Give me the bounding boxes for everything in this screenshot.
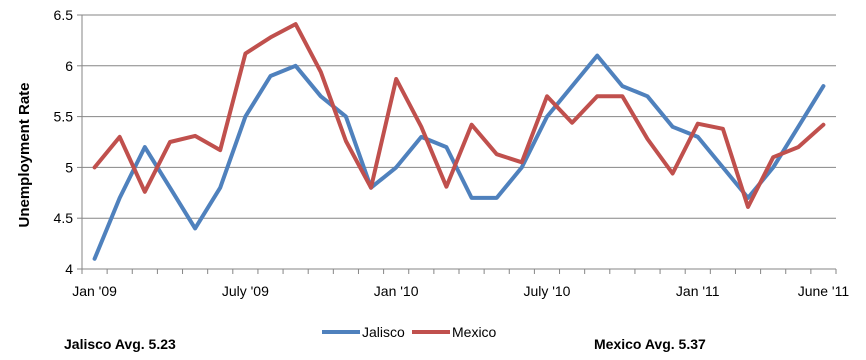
y-tick-label-0: 4 xyxy=(65,261,73,277)
mexico-average-annotation: Mexico Avg. 5.37 xyxy=(594,336,706,352)
jalisco-average-annotation: Jalisco Avg. 5.23 xyxy=(64,336,176,352)
x-tick-label-0: Jan '09 xyxy=(72,283,117,299)
y-axis-label: Unemployment Rate xyxy=(16,82,33,227)
legend-label-jalisco: Jalisco xyxy=(362,324,405,340)
x-tick-label-5: June '11 xyxy=(798,283,850,299)
y-tick-label-4: 6 xyxy=(65,58,73,74)
gridlines xyxy=(77,14,837,274)
y-tick-label-5: 6.5 xyxy=(54,7,74,23)
series-lines xyxy=(92,22,826,261)
x-tick-label-2: Jan '10 xyxy=(374,283,419,299)
y-tick-label-2: 5 xyxy=(65,159,73,175)
x-tick-label-1: July '09 xyxy=(222,283,269,299)
y-tick-label-3: 5.5 xyxy=(54,109,74,125)
series-line-jalisco xyxy=(92,53,826,261)
x-tick-label-3: July '10 xyxy=(523,283,570,299)
legend: Jalisco Mexico xyxy=(322,324,497,340)
series-line-mexico xyxy=(92,22,826,209)
y-tick-label-1: 4.5 xyxy=(54,210,74,226)
x-tick-label-4: Jan '11 xyxy=(676,283,720,299)
legend-label-mexico: Mexico xyxy=(452,324,497,340)
y-tick-labels: 4 4.5 5 5.5 6 6.5 xyxy=(54,7,74,277)
x-tick-labels: Jan '09 July '09 Jan '10 July '10 Jan '11 Jun… xyxy=(72,283,849,299)
